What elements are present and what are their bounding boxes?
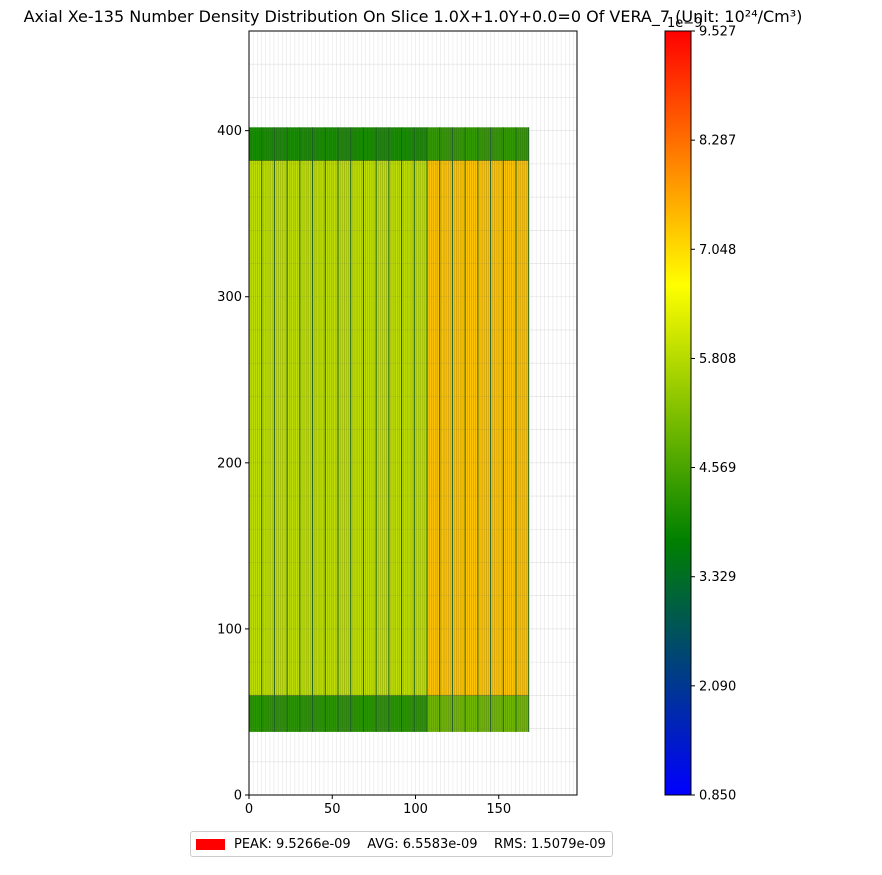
colorbar-tick-label: 8.287 (699, 134, 736, 149)
x-tick-label: 0 (245, 802, 253, 817)
x-axis: 0 50 100 150 (245, 795, 511, 817)
colorbar-tick-label: 5.808 (699, 352, 736, 367)
grid-lines (249, 31, 577, 795)
colorbar-tick-label: 9.527 (699, 25, 736, 40)
y-tick-label: 100 (217, 622, 242, 637)
colorbar-tick-label: 7.048 (699, 243, 736, 258)
y-axis: 0 100 200 300 400 (217, 124, 249, 804)
colorbar-axis: 0.850 2.090 3.329 4.569 5.808 7.048 8.287 9.527 (691, 25, 736, 804)
colorbar (664, 30, 692, 796)
legend-swatch (196, 838, 225, 850)
colorbar-tick-label: 3.329 (699, 570, 736, 585)
y-tick-label: 400 (217, 124, 242, 139)
chart-title: Axial Xe-135 Number Density Distribution… (24, 7, 803, 27)
legend-entry: PEAK: 9.5266e-09 AVG: 6.5583e-09 RMS: 1.… (234, 836, 606, 852)
legend: PEAK: 9.5266e-09 AVG: 6.5583e-09 RMS: 1.… (190, 831, 613, 857)
colorbar-tick-label: 0.850 (699, 789, 736, 804)
y-tick-label: 0 (234, 789, 242, 804)
x-tick-label: 150 (486, 802, 511, 817)
x-tick-label: 50 (324, 802, 341, 817)
colorbar-offset-label: 1e−9 (667, 16, 702, 31)
plot-frame (248, 30, 578, 796)
rod-lines (249, 127, 530, 732)
colorbar-tick-label: 2.090 (699, 679, 736, 694)
colorbar-tick-label: 4.569 (699, 461, 736, 476)
y-tick-label: 300 (217, 290, 242, 305)
x-tick-label: 100 (403, 802, 428, 817)
y-tick-label: 200 (217, 456, 242, 471)
